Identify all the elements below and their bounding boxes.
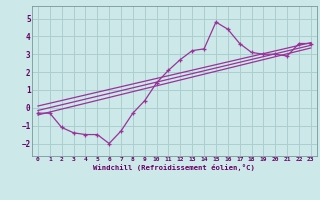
X-axis label: Windchill (Refroidissement éolien,°C): Windchill (Refroidissement éolien,°C) <box>93 164 255 171</box>
